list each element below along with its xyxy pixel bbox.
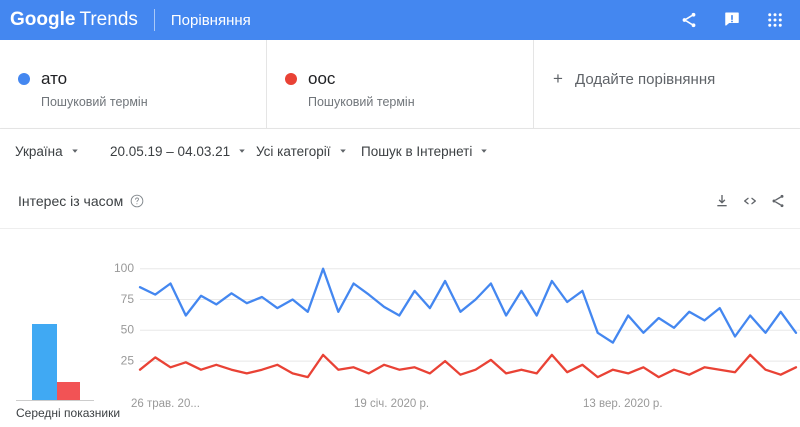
svg-text:19 січ. 2020 р.: 19 січ. 2020 р. — [354, 398, 429, 410]
svg-text:100: 100 — [114, 261, 134, 275]
svg-text:13 вер. 2020 р.: 13 вер. 2020 р. — [583, 398, 663, 410]
svg-text:26 трав. 20...: 26 трав. 20... — [131, 398, 200, 410]
svg-text:50: 50 — [121, 323, 135, 337]
svg-text:75: 75 — [121, 292, 135, 306]
svg-text:25: 25 — [121, 353, 135, 367]
